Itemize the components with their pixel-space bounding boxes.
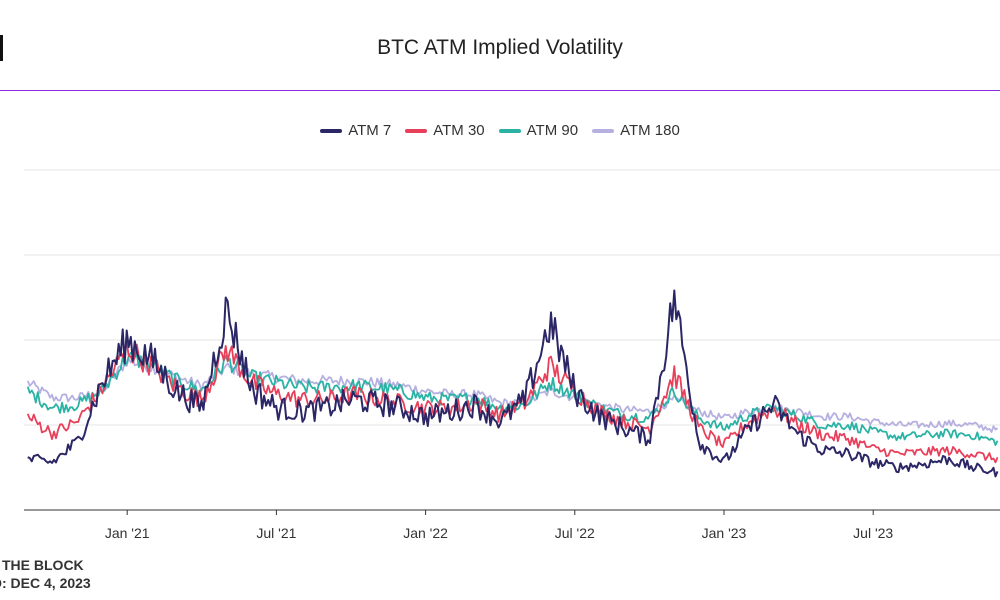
legend-label: ATM 90 xyxy=(526,122,579,139)
series-line-atm-7 xyxy=(27,289,999,478)
chart-legend: ATM 7 ATM 30 ATM 90 ATM 180 xyxy=(0,122,1000,139)
legend-label: ATM 30 xyxy=(433,122,485,139)
legend-item: ATM 7 xyxy=(320,122,391,139)
logo-icon xyxy=(0,35,3,61)
x-tick-label: Jul '21 xyxy=(256,525,296,541)
legend-swatch xyxy=(405,128,428,133)
legend-swatch xyxy=(320,128,343,133)
updated-label: TED: DEC 4, 2023 xyxy=(0,575,91,591)
series-line-atm-90 xyxy=(26,352,999,446)
x-tick-label: Jan '22 xyxy=(403,525,448,541)
legend-swatch xyxy=(592,128,615,133)
x-tick-label: Jan '23 xyxy=(702,525,747,541)
legend-label: ATM 7 xyxy=(348,122,392,139)
x-tick-label: Jul '22 xyxy=(555,525,595,541)
chart-header: BTC ATM Implied Volatility xyxy=(0,0,1000,91)
x-tick-label: Jan '21 xyxy=(105,525,150,541)
source-label: CE: THE BLOCK xyxy=(0,557,84,573)
chart-title: BTC ATM Implied Volatility xyxy=(377,36,623,59)
legend-item: ATM 90 xyxy=(498,122,579,139)
legend-label: ATM 180 xyxy=(620,122,680,139)
x-tick-label: Jul '23 xyxy=(853,525,893,541)
chart-footer: CE: THE BLOCK TED: DEC 4, 2023 xyxy=(0,556,91,592)
legend-item: ATM 30 xyxy=(405,122,485,139)
legend-item: ATM 180 xyxy=(592,122,680,139)
series-line-atm-30 xyxy=(26,340,999,464)
legend-swatch xyxy=(498,128,521,133)
